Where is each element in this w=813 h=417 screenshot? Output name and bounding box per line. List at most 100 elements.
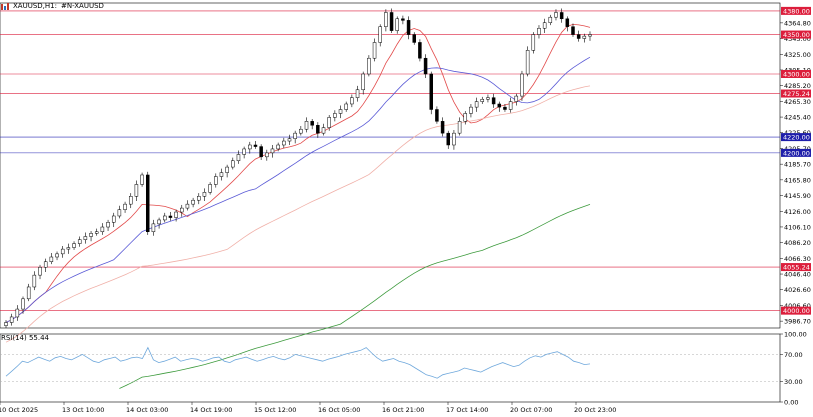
candle-body xyxy=(111,215,116,223)
price-tick-label: 4026.60 xyxy=(784,286,811,294)
candle-body xyxy=(26,286,31,300)
level-label-bg-2 xyxy=(781,69,811,78)
candle-body xyxy=(214,176,218,185)
price-tick-label: 4086.20 xyxy=(784,239,811,247)
candle-body xyxy=(66,247,71,250)
candle-body xyxy=(333,113,337,118)
candle-body xyxy=(100,226,105,233)
candle-body xyxy=(253,144,258,147)
candle-body xyxy=(94,231,99,234)
candle-body xyxy=(520,73,524,97)
level-label-bg-6 xyxy=(781,263,811,272)
candle-body xyxy=(21,298,25,310)
candle-body xyxy=(191,199,195,205)
candle-body xyxy=(276,144,280,150)
candle-body xyxy=(395,18,399,31)
candle-body xyxy=(486,97,490,100)
candle-body xyxy=(338,109,343,114)
candle-body xyxy=(503,106,507,110)
candle-body xyxy=(361,73,365,91)
candle-body xyxy=(514,95,519,102)
candle-body xyxy=(55,253,59,258)
candle-body xyxy=(384,12,388,27)
candle-body xyxy=(202,192,207,197)
level-label-5: 4200.00 xyxy=(783,149,810,157)
price-tick-label: 3986.70 xyxy=(784,318,811,326)
level-label-bg-4 xyxy=(781,133,811,142)
candle-body xyxy=(225,166,229,173)
level-label-1: 4350.00 xyxy=(783,31,810,39)
candle-body xyxy=(293,132,297,139)
candle-body xyxy=(452,132,456,146)
time-label: 15 Oct 12:00 xyxy=(254,406,296,414)
candle-body xyxy=(304,121,309,130)
time-label: 17 Oct 14:00 xyxy=(446,406,488,414)
time-label: 20 Oct 23:00 xyxy=(574,406,616,414)
candle-body xyxy=(321,127,326,134)
candle-body xyxy=(145,174,150,233)
candle-body xyxy=(123,203,127,210)
candle-body xyxy=(344,103,348,110)
candle-body xyxy=(406,20,411,35)
price-tick-label: 4325.00 xyxy=(784,51,811,59)
candle-body xyxy=(491,97,496,105)
level-label-0: 4380.00 xyxy=(783,7,810,15)
price-tick-label: 4165.80 xyxy=(784,176,811,184)
candle-body xyxy=(248,144,252,150)
candle-body xyxy=(537,27,541,35)
candle-body xyxy=(554,12,558,18)
rsi-tick-label: 30.00 xyxy=(784,378,803,386)
chart-description: #N-XAUUSD xyxy=(60,2,104,10)
candle-body xyxy=(89,233,93,237)
candle-body xyxy=(508,101,513,110)
candle-body xyxy=(15,308,20,318)
rsi-frame xyxy=(0,333,781,403)
candle-body xyxy=(151,223,156,233)
candle-body xyxy=(219,172,224,177)
price-tick-label: 4345.00 xyxy=(784,35,811,43)
candle-body xyxy=(231,160,235,168)
candle-body xyxy=(548,16,553,23)
candle-body xyxy=(497,103,502,108)
chart-type-icon xyxy=(1,2,9,10)
candle-body xyxy=(282,140,286,146)
candle-body xyxy=(474,101,479,108)
candle-body xyxy=(588,34,592,37)
candle-body xyxy=(4,322,8,326)
candle-body xyxy=(327,117,331,128)
candle-body xyxy=(418,42,422,59)
candle-body xyxy=(435,109,439,122)
candle-body xyxy=(542,22,547,29)
candle-body xyxy=(316,125,320,134)
candle-body xyxy=(270,148,275,154)
time-label: 10 Oct 2025 xyxy=(0,406,38,414)
chart-title-bar: XAUUSD,H1: #N-XAUUSD xyxy=(0,0,104,12)
candle-body xyxy=(429,73,433,110)
rsi-tick-label: 0.00 xyxy=(784,399,798,407)
candle-body xyxy=(134,184,139,197)
time-label: 14 Oct 19:00 xyxy=(190,406,232,414)
candle-body xyxy=(60,248,65,255)
candle-body xyxy=(287,138,292,142)
level-label-7: 4000.00 xyxy=(783,307,810,315)
level-label-2: 4300.00 xyxy=(783,70,810,78)
candle-body xyxy=(440,121,445,134)
level-label-bg-3 xyxy=(781,89,811,98)
price-tick-label: 4364.80 xyxy=(784,19,811,27)
candle-body xyxy=(265,152,269,158)
level-label-4: 4220.00 xyxy=(783,134,810,142)
ma-slow-line xyxy=(5,85,591,343)
price-tick-label: 4106.10 xyxy=(784,223,811,231)
candle-body xyxy=(72,243,76,248)
candle-body xyxy=(446,132,451,146)
candle-body xyxy=(77,239,82,244)
candle-body xyxy=(565,18,570,27)
candle-body xyxy=(576,34,581,39)
chart-symbol: XAUUSD,H1: xyxy=(13,2,57,10)
candle-body xyxy=(236,154,241,162)
candle-body xyxy=(367,57,371,75)
candle-body xyxy=(571,26,575,35)
candle-body xyxy=(163,215,167,221)
